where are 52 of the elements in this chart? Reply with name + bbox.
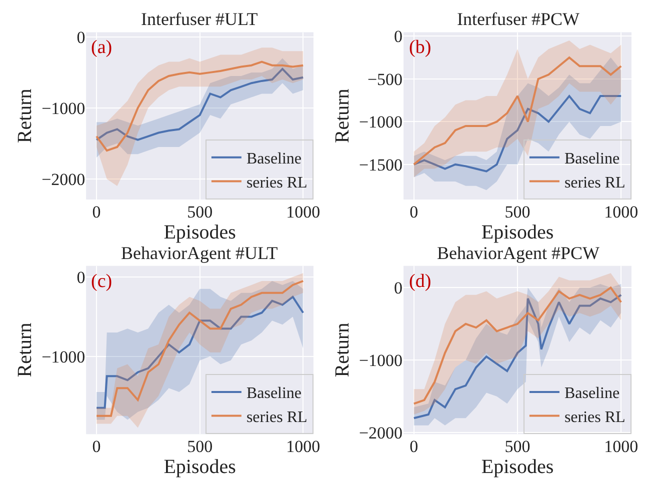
legend-label: series RL bbox=[564, 174, 626, 192]
legend-label: series RL bbox=[246, 409, 308, 426]
legend-label: Baseline bbox=[564, 150, 620, 168]
chart-title: Interfuser #PCW bbox=[457, 9, 580, 29]
y-tick-label: −1000 bbox=[358, 112, 403, 132]
legend-label: Baseline bbox=[246, 385, 302, 402]
y-axis-title: Return bbox=[14, 88, 36, 144]
x-tick-label: 1000 bbox=[604, 202, 638, 222]
x-tick-label: 0 bbox=[92, 437, 101, 456]
annotation: (b) bbox=[409, 37, 432, 58]
legend-label: series RL bbox=[564, 409, 626, 426]
y-tick-label: −1000 bbox=[42, 347, 86, 366]
line-series bbox=[412, 95, 622, 172]
x-tick-label: 500 bbox=[504, 202, 530, 222]
legend-label: Baseline bbox=[246, 150, 302, 168]
x-tick-label: 1000 bbox=[286, 202, 320, 222]
annotation: (d) bbox=[409, 271, 432, 292]
x-tick-label: 500 bbox=[504, 437, 530, 456]
chart-title: Interfuser #ULT bbox=[141, 9, 258, 29]
y-tick-label: −2000 bbox=[42, 170, 86, 189]
x-axis-title: Episodes bbox=[481, 456, 554, 478]
y-tick-label: −1500 bbox=[358, 155, 403, 174]
chart-title: BehaviorAgent #ULT bbox=[121, 243, 278, 263]
legend-label: Baseline bbox=[564, 385, 620, 402]
y-axis-title: Return bbox=[331, 88, 354, 144]
line-series bbox=[96, 68, 304, 141]
x-tick-label: 0 bbox=[92, 202, 101, 222]
y-tick-label: 0 bbox=[76, 268, 86, 287]
y-tick-label: −500 bbox=[367, 70, 403, 89]
y-axis-title: Return bbox=[14, 322, 36, 378]
x-tick-label: 500 bbox=[187, 437, 213, 456]
x-tick-label: 1000 bbox=[604, 437, 638, 456]
y-tick-label: 0 bbox=[76, 28, 86, 47]
annotation: (c) bbox=[91, 271, 112, 292]
x-tick-label: 500 bbox=[187, 202, 213, 222]
x-tick-label: 1000 bbox=[286, 437, 320, 456]
y-tick-label: −1000 bbox=[358, 351, 403, 370]
x-axis-title: Episodes bbox=[164, 222, 236, 244]
y-tick-label: −1000 bbox=[42, 98, 86, 118]
y-tick-label: 0 bbox=[394, 278, 403, 298]
x-axis-title: Episodes bbox=[164, 456, 236, 478]
x-tick-label: 0 bbox=[410, 202, 418, 222]
line-series bbox=[96, 296, 304, 409]
x-tick-label: 0 bbox=[410, 437, 418, 456]
x-axis-title: Episodes bbox=[481, 222, 554, 244]
chart-title: BehaviorAgent #PCW bbox=[437, 243, 600, 263]
legend-label: series RL bbox=[246, 174, 308, 192]
y-tick-label: −2000 bbox=[358, 424, 403, 443]
annotation: (a) bbox=[91, 37, 112, 58]
line-series bbox=[412, 56, 622, 166]
y-tick-label: 0 bbox=[394, 27, 403, 46]
y-axis-title: Return bbox=[331, 322, 354, 378]
